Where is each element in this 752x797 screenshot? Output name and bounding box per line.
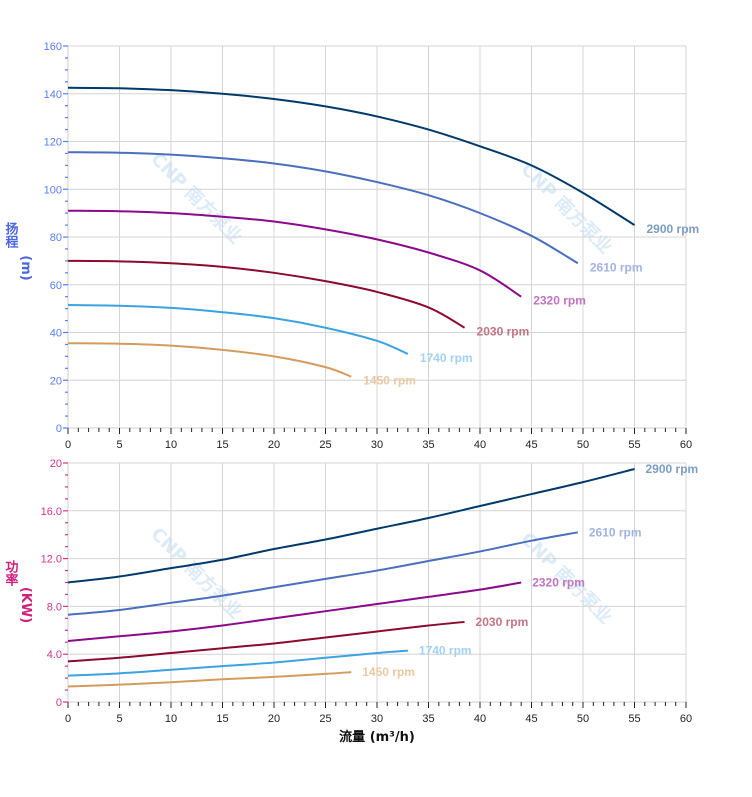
x-tick-label: 30 (371, 713, 383, 725)
series-line-2320-rpm (67, 581, 522, 643)
x-tick-label: 50 (577, 713, 589, 725)
x-tick-label: 30 (371, 439, 383, 451)
series-line-2610-rpm (67, 531, 579, 616)
x-tick-label: 55 (628, 713, 640, 725)
series-label: 1450 rpm (363, 374, 416, 388)
series-label: 2030 rpm (476, 615, 529, 629)
x-tick-label: 40 (474, 439, 486, 451)
y-tick-label: 40 (50, 328, 62, 340)
series-line-1740-rpm (67, 649, 408, 677)
x-tick-label: 55 (628, 439, 640, 451)
x-tick-label: 0 (65, 713, 71, 725)
x-tick-label: 20 (268, 713, 280, 725)
series-line-1450-rpm (67, 671, 352, 688)
y-tick-label: 0 (56, 697, 62, 709)
head-axis-title: 扬程 (3, 221, 19, 249)
x-tick-label: 60 (680, 713, 692, 725)
y-tick-label: 20 (50, 458, 62, 470)
x-tick-label: 10 (165, 713, 177, 725)
power-chart: 0 5 10 15 20 25 30 35 40 45 50 55 60 0 4.0 8.0 12.0 16.0 2… (41, 458, 699, 725)
x-tick-label: 20 (268, 439, 280, 451)
series-line-1450-rpm (67, 342, 352, 378)
x-tick-label: 40 (474, 713, 486, 725)
series-line-2320-rpm (67, 209, 522, 298)
y-tick-label: 80 (50, 232, 62, 244)
y-tick-label: 0 (56, 423, 62, 435)
series-label: 2320 rpm (533, 294, 586, 308)
x-tick-label: 45 (525, 713, 537, 725)
series-line-2030-rpm (67, 620, 465, 663)
series-label: 1450 rpm (362, 665, 415, 679)
watermark-text: CNP 南方泵业 (146, 523, 246, 623)
y-tick-label: 16.0 (41, 506, 62, 518)
series-label: 2030 rpm (477, 325, 530, 339)
x-tick-label: 25 (319, 713, 331, 725)
x-tick-label: 50 (577, 439, 589, 451)
x-tick-label: 15 (216, 439, 228, 451)
x-tick-label: 5 (116, 713, 122, 725)
y-tick-label: 100 (44, 184, 62, 196)
watermark-text: CNP 南方泵业 (146, 148, 246, 248)
series-line-2900-rpm (67, 86, 636, 226)
y-tick-label: 20 (50, 375, 62, 387)
series-label: 1740 rpm (419, 644, 472, 658)
y-tick-label: 140 (44, 89, 62, 101)
x-tick-label: 25 (319, 439, 331, 451)
x-tick-label: 45 (525, 439, 537, 451)
x-tick-label: 15 (216, 713, 228, 725)
head-axis-unit: (m) (18, 255, 33, 280)
flow-axis-title: 流量 (m³/h) (339, 729, 415, 745)
x-tick-label: 5 (116, 439, 122, 451)
x-tick-label: 35 (422, 713, 434, 725)
y-tick-label: 60 (50, 280, 62, 292)
head-chart: 0 5 10 15 20 25 30 35 40 45 50 55 60 0 20 40 60 80 100 120 1… (44, 41, 700, 451)
x-tick-label: 35 (422, 439, 434, 451)
y-tick-label: 160 (44, 41, 62, 53)
series-label: 2320 rpm (532, 576, 585, 590)
y-tick-label: 4.0 (47, 649, 62, 661)
series-label: 2900 rpm (647, 222, 700, 236)
y-tick-label: 12.0 (41, 554, 62, 566)
series-line-1740-rpm (67, 304, 409, 355)
x-tick-label: 0 (65, 439, 71, 451)
series-label: 2610 rpm (590, 260, 643, 274)
series-line-2030-rpm (67, 259, 466, 329)
y-tick-label: 120 (44, 137, 62, 149)
series-label: 1740 rpm (420, 351, 473, 365)
series-line-2900-rpm (67, 468, 635, 584)
power-axis-unit: (KW) (18, 587, 33, 623)
x-tick-label: 60 (680, 439, 692, 451)
x-tick-label: 10 (165, 439, 177, 451)
power-axis-title: 功率 (3, 560, 19, 587)
series-line-2610-rpm (67, 151, 579, 265)
series-label: 2900 rpm (646, 462, 699, 476)
y-tick-label: 8.0 (47, 601, 62, 613)
series-label: 2610 rpm (589, 525, 642, 539)
